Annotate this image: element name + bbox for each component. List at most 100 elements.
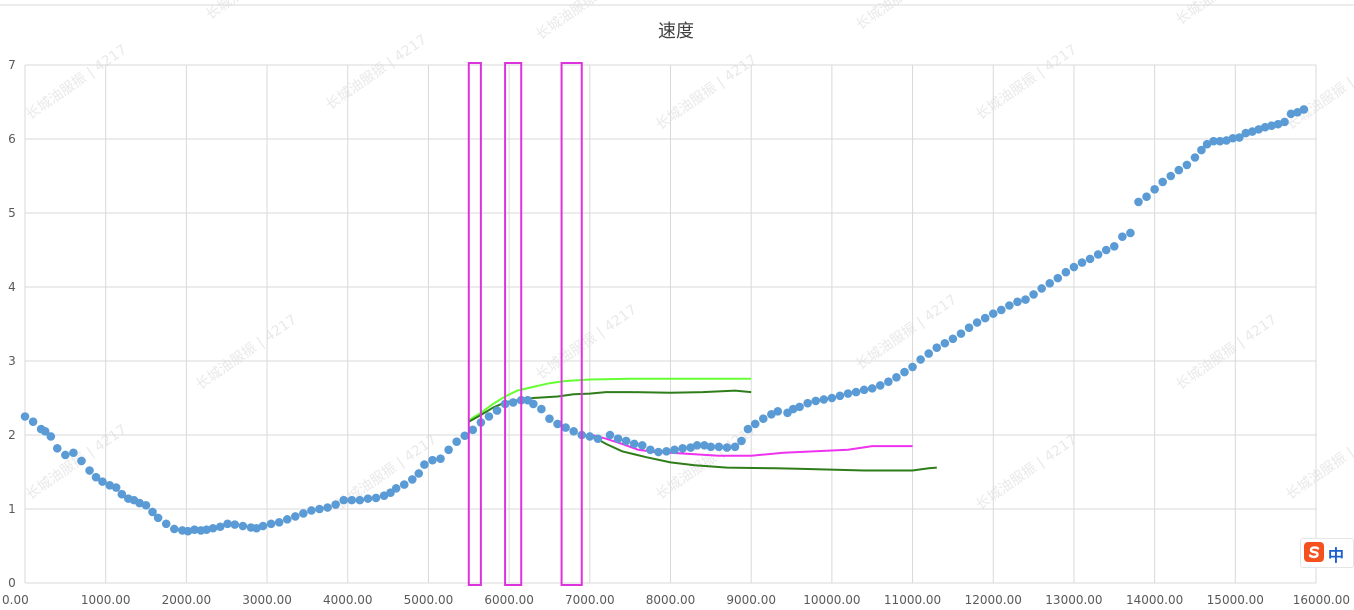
data-point [1053,273,1063,283]
watermark-text: 长城油服振 | 4217 [23,42,130,124]
data-point [956,329,966,338]
data-point [148,507,157,517]
data-point [1215,136,1225,146]
data-point [379,491,389,500]
data-point [1150,185,1159,194]
data-point [1190,153,1200,162]
watermark-text: 长城油服振 | 4217 [653,52,760,134]
data-point [1202,139,1212,149]
data-point [202,525,211,535]
ime-indicator[interactable]: 中 [1300,538,1354,568]
data-point [621,436,631,446]
data-point [508,398,518,407]
data-point [758,414,768,424]
data-point [183,526,193,536]
data-point [436,454,445,463]
y-tick-label: 1 [8,502,16,516]
data-point [315,504,324,514]
data-point [111,483,121,492]
data-point [569,427,578,436]
x-tick-label: 0.00 [2,593,29,607]
data-point [1101,245,1111,255]
data-point [282,515,292,524]
data-point [215,522,225,532]
data-point [722,443,732,452]
ime-mode-label: 中 [1328,546,1345,565]
highlight-boxes [467,62,583,586]
data-point [1029,290,1038,299]
data-point [460,431,470,441]
data-point [331,500,340,509]
data-point [843,389,853,398]
data-point [274,518,284,527]
data-point [545,414,554,424]
x-tick-label: 7000.00 [565,593,615,607]
data-point [428,455,437,465]
data-point [452,437,461,446]
data-point [553,419,562,429]
data-point [605,430,615,440]
data-point [678,444,687,453]
data-point [1241,128,1251,138]
data-point [40,427,50,436]
data-point [1280,117,1289,127]
grid-lines [0,4,1354,584]
data-point [291,512,300,521]
data-point [803,398,812,408]
data-point [1209,136,1218,146]
watermark-text: 长城油服振 | 4217 [1173,0,1280,28]
data-point [98,477,107,486]
watermark-text: 长城油服振 | 4217 [193,312,300,394]
data-point [52,444,62,453]
series-line-2 [468,389,752,423]
x-tick-label: 3000.00 [242,593,292,607]
data-point [77,456,86,466]
x-tick-label: 12000.00 [965,593,1022,607]
data-point [851,387,861,397]
data-point [900,367,909,377]
watermark-text: 长城油服振 | 4217 [1173,312,1280,394]
data-point [875,381,885,390]
data-point [363,494,373,503]
y-tick-label: 2 [8,428,16,442]
x-tick-label: 5000.00 [404,593,454,607]
data-point [46,432,56,441]
data-point [1005,301,1014,310]
data-point [932,343,942,352]
data-point [916,355,925,364]
watermark-text: 长城油服振 | 4217 [203,0,310,23]
data-point [1293,108,1302,117]
x-tick-label: 9000.00 [726,593,776,607]
data-point [69,448,78,458]
data-point [1061,267,1071,277]
data-point [561,423,570,432]
data-point [654,447,663,457]
data-point [859,385,869,395]
data-point [997,305,1006,315]
data-point [1109,242,1119,251]
data-point [795,402,804,412]
y-tick-label: 4 [8,280,16,294]
data-point [819,395,829,404]
data-point [670,445,679,455]
data-point [1013,297,1022,307]
data-point [391,483,401,493]
data-point [20,412,30,421]
data-point [1158,177,1167,187]
data-point [307,506,316,515]
data-point [743,424,753,434]
data-point [1222,136,1231,145]
watermark-text: 长城油服振 | 4217 [973,432,1080,514]
watermark-text: 长城油服振 | 4217 [323,32,430,114]
data-point [884,377,893,387]
data-point [948,334,958,344]
y-axis-ticks: 0 1 2 3 4 5 6 7 [8,58,16,590]
highlight-box [560,62,583,586]
data-point [730,442,740,452]
x-tick-label: 13000.00 [1045,593,1102,607]
data-point [169,524,179,534]
data-point [61,450,70,460]
watermark-text: 长城油服振 | 4217 [1283,422,1354,504]
data-point [686,443,695,452]
